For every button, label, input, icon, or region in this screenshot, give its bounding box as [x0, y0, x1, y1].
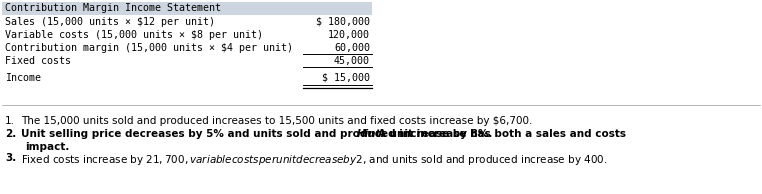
Text: 3.: 3. — [5, 153, 16, 163]
Text: 2.: 2. — [5, 129, 16, 139]
Text: Variable costs (15,000 units × $8 per unit): Variable costs (15,000 units × $8 per un… — [5, 30, 263, 40]
Text: Unit selling price decreases by 5% and units sold and produced increase by 8%.: Unit selling price decreases by 5% and u… — [21, 129, 496, 139]
Text: Hint:: Hint: — [357, 129, 386, 139]
Text: The 15,000 units sold and produced increases to 15,500 units and fixed costs inc: The 15,000 units sold and produced incre… — [21, 116, 533, 126]
Text: $ 15,000: $ 15,000 — [322, 73, 370, 83]
Text: Fixed costs increase by $21,700, variable costs per unit decrease by $2, and uni: Fixed costs increase by $21,700, variabl… — [21, 153, 607, 167]
Text: Contribution Margin Income Statement: Contribution Margin Income Statement — [5, 3, 221, 13]
Text: 60,000: 60,000 — [334, 43, 370, 53]
Text: 45,000: 45,000 — [334, 56, 370, 66]
Text: 1.: 1. — [5, 116, 15, 126]
FancyBboxPatch shape — [2, 2, 372, 15]
Text: Income: Income — [5, 73, 41, 83]
Text: impact.: impact. — [25, 142, 69, 152]
Text: 120,000: 120,000 — [328, 30, 370, 40]
Text: A unit increase has both a sales and costs: A unit increase has both a sales and cos… — [378, 129, 626, 139]
Text: Contribution margin (15,000 units × $4 per unit): Contribution margin (15,000 units × $4 p… — [5, 43, 293, 53]
Text: Sales (15,000 units × $12 per unit): Sales (15,000 units × $12 per unit) — [5, 17, 215, 27]
Text: Fixed costs: Fixed costs — [5, 56, 71, 66]
Text: $ 180,000: $ 180,000 — [316, 17, 370, 27]
